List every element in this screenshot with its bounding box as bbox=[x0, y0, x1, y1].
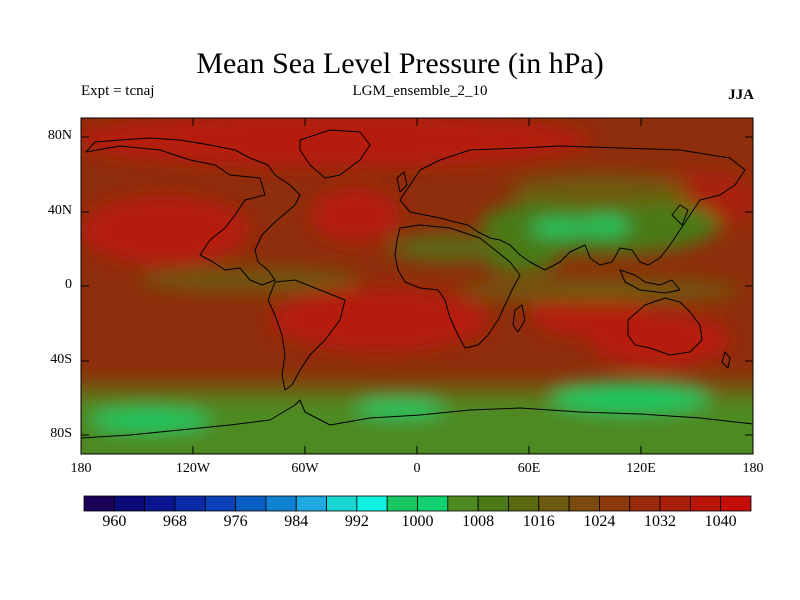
colorbar-label: 1016 bbox=[522, 513, 555, 530]
colorbar-label: 1024 bbox=[583, 513, 616, 530]
experiment-label: Expt = tcnaj bbox=[81, 83, 155, 99]
lon-label-120w: 120W bbox=[175, 461, 211, 476]
sahara-low bbox=[390, 234, 510, 262]
colorbar-box bbox=[417, 495, 449, 512]
lat-label-80n: 80N bbox=[47, 128, 72, 143]
colorbar-label: 1032 bbox=[644, 513, 677, 530]
eurasia-coast bbox=[399, 145, 746, 271]
colorbar-box bbox=[235, 495, 267, 512]
lon-label-120e: 120E bbox=[626, 461, 656, 476]
east-asia-low bbox=[580, 216, 630, 236]
indonesia-coast bbox=[619, 269, 681, 294]
coastlines bbox=[81, 129, 753, 439]
colorbar-label: 1000 bbox=[401, 513, 434, 530]
colorbar-label: 984 bbox=[284, 513, 309, 530]
colorbar-box bbox=[356, 495, 388, 512]
colorbar-box bbox=[568, 495, 600, 512]
lat-ticks bbox=[81, 136, 753, 436]
pressure-field bbox=[81, 118, 753, 454]
weddell-low bbox=[355, 398, 445, 418]
indian-ocean-high bbox=[530, 293, 650, 337]
colorbar-box bbox=[720, 495, 752, 512]
colorbar-box bbox=[508, 495, 540, 512]
arctic-high bbox=[81, 118, 590, 168]
antarctica-coast bbox=[81, 399, 753, 439]
africa-coast bbox=[394, 224, 521, 349]
new-zealand-coast bbox=[721, 351, 731, 369]
colorbar-box bbox=[477, 495, 509, 512]
lon-label-180e: 180 bbox=[742, 461, 764, 476]
lon-label-60w: 60W bbox=[291, 461, 319, 476]
colorbar-label: 1008 bbox=[462, 513, 495, 530]
colorbar-box bbox=[265, 495, 297, 512]
colorbar-box bbox=[689, 495, 722, 512]
ensemble-label: LGM_ensemble_2_10 bbox=[352, 83, 488, 99]
colorbar-box bbox=[659, 495, 691, 512]
colorbar-label: 960 bbox=[102, 513, 127, 530]
colorbar-label: 968 bbox=[162, 513, 187, 530]
uk-coast bbox=[396, 171, 408, 193]
colorbar-box bbox=[386, 495, 418, 512]
lon-label-0: 0 bbox=[413, 461, 421, 476]
colorbar-box bbox=[295, 495, 327, 512]
tibet-low bbox=[530, 219, 590, 237]
colorbar-box bbox=[447, 495, 479, 512]
colorbar-box bbox=[144, 495, 176, 512]
colorbar-label: 976 bbox=[223, 513, 248, 530]
lon-ticks bbox=[192, 118, 642, 454]
map-title: Mean Sea Level Pressure (in hPa) bbox=[196, 47, 604, 80]
greenland-coast bbox=[299, 129, 371, 179]
colorbar-label: 1040 bbox=[704, 513, 737, 530]
colorbar-box bbox=[83, 495, 115, 512]
lat-label-40n: 40N bbox=[47, 203, 72, 218]
colorbar-box bbox=[629, 495, 661, 512]
lon-label-60e: 60E bbox=[517, 461, 541, 476]
south-america-coast bbox=[267, 279, 346, 391]
japan-coast bbox=[671, 204, 689, 226]
colorbar-box bbox=[538, 495, 570, 512]
lon-label-180w: 180 bbox=[70, 461, 92, 476]
lat-label-40s: 40S bbox=[50, 352, 72, 367]
siberia-mid bbox=[510, 174, 690, 206]
north-america-coast bbox=[85, 137, 301, 286]
south-atlantic-high bbox=[270, 288, 490, 352]
australia-coast bbox=[627, 297, 703, 356]
colorbar bbox=[83, 495, 752, 512]
colorbar-box bbox=[326, 495, 358, 512]
colorbar-box bbox=[204, 495, 236, 512]
colorbar-box bbox=[174, 495, 206, 512]
lat-label-80s: 80S bbox=[50, 426, 72, 441]
colorbar-box bbox=[599, 495, 631, 512]
colorbar-label: 992 bbox=[344, 513, 369, 530]
azores-high bbox=[310, 187, 400, 243]
colorbar-box bbox=[113, 495, 146, 512]
north-pacific-high bbox=[81, 195, 250, 265]
lat-label-0: 0 bbox=[65, 277, 72, 292]
equatorial-indian-mid bbox=[460, 278, 740, 302]
east-antarctic-low bbox=[550, 383, 710, 413]
season-label: JJA bbox=[728, 87, 754, 103]
madagascar-coast bbox=[512, 304, 526, 333]
ross-sea-low bbox=[90, 408, 210, 432]
